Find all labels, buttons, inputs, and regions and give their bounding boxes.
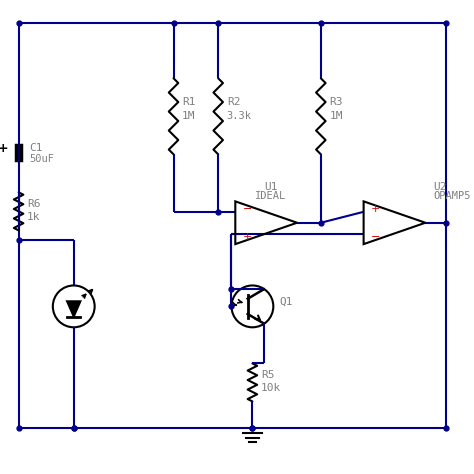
Text: R5: R5 (261, 370, 274, 380)
Text: C1: C1 (29, 143, 43, 153)
Text: U1: U1 (264, 182, 278, 192)
Text: R2: R2 (227, 97, 240, 107)
Text: IDEAL: IDEAL (255, 191, 287, 201)
Text: +: + (243, 231, 252, 242)
Polygon shape (67, 301, 81, 317)
Text: R1: R1 (182, 97, 196, 107)
Text: +: + (371, 204, 381, 214)
Text: 1M: 1M (329, 111, 343, 121)
Text: −: − (371, 231, 381, 242)
Text: 1M: 1M (182, 111, 196, 121)
Text: 50uF: 50uF (29, 154, 54, 164)
Text: −: − (243, 204, 252, 214)
Text: R6: R6 (27, 199, 41, 209)
Text: U2: U2 (433, 182, 447, 192)
Text: Q1: Q1 (279, 297, 292, 307)
Text: 3.3k: 3.3k (227, 111, 252, 121)
Text: OPAMP5: OPAMP5 (433, 191, 471, 201)
Text: +: + (0, 142, 9, 155)
Text: 10k: 10k (261, 383, 281, 393)
Text: 1k: 1k (27, 212, 41, 222)
Text: R3: R3 (329, 97, 343, 107)
